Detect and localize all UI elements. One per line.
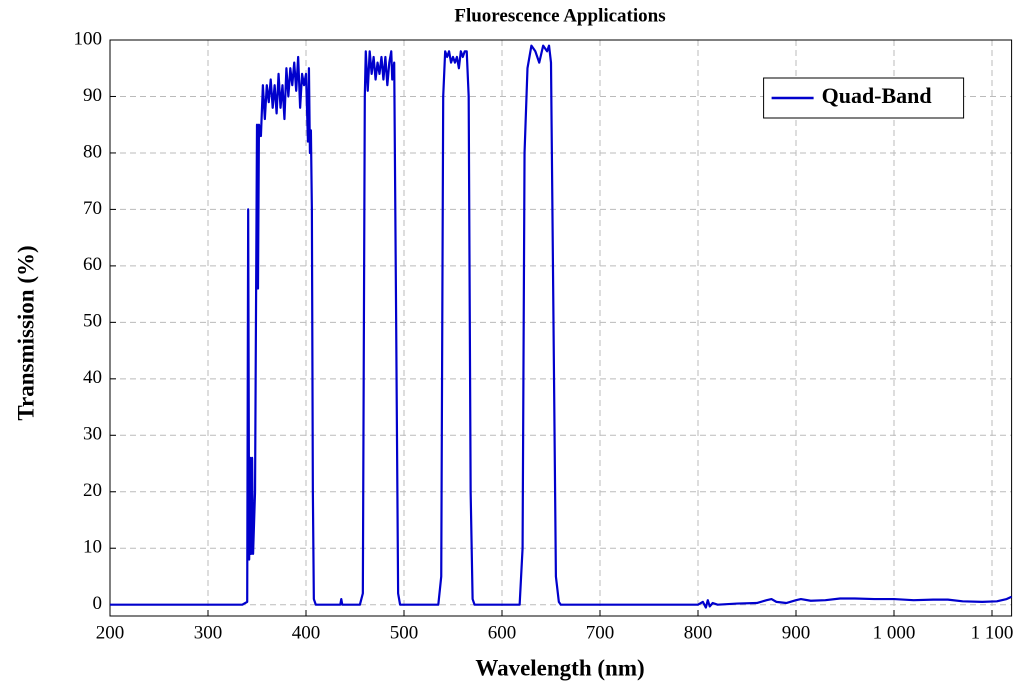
x-tick-label: 900 (782, 622, 811, 643)
y-tick-label: 0 (93, 593, 103, 614)
y-tick-label: 90 (83, 85, 102, 106)
legend: Quad-Band (763, 77, 965, 119)
legend-label: Quad-Band (822, 83, 932, 108)
y-tick-label: 70 (83, 198, 102, 219)
x-tick-label: 400 (292, 622, 321, 643)
x-axis-label: Wavelength (nm) (475, 655, 644, 680)
y-tick-label: 30 (83, 424, 102, 445)
chart-title: Fluorescence Applications (454, 5, 665, 26)
y-tick-label: 40 (83, 367, 102, 388)
x-tick-label: 1 000 (873, 622, 916, 643)
x-tick-label: 500 (390, 622, 419, 643)
y-tick-label: 10 (83, 537, 102, 558)
y-tick-label: 100 (74, 28, 103, 49)
x-tick-label: 600 (488, 622, 517, 643)
x-tick-label: 200 (96, 622, 125, 643)
x-tick-label: 1 100 (971, 622, 1014, 643)
x-tick-label: 800 (684, 622, 713, 643)
y-tick-label: 20 (83, 480, 102, 501)
y-tick-label: 60 (83, 254, 102, 275)
data-line (110, 44, 1013, 609)
plot-frame (109, 39, 1013, 617)
y-axis-label: Transmission (%) (13, 245, 38, 420)
y-tick-label: 80 (83, 141, 102, 162)
y-tick-label: 50 (83, 311, 102, 332)
x-tick-label: 300 (194, 622, 223, 643)
x-tick-label: 700 (586, 622, 615, 643)
